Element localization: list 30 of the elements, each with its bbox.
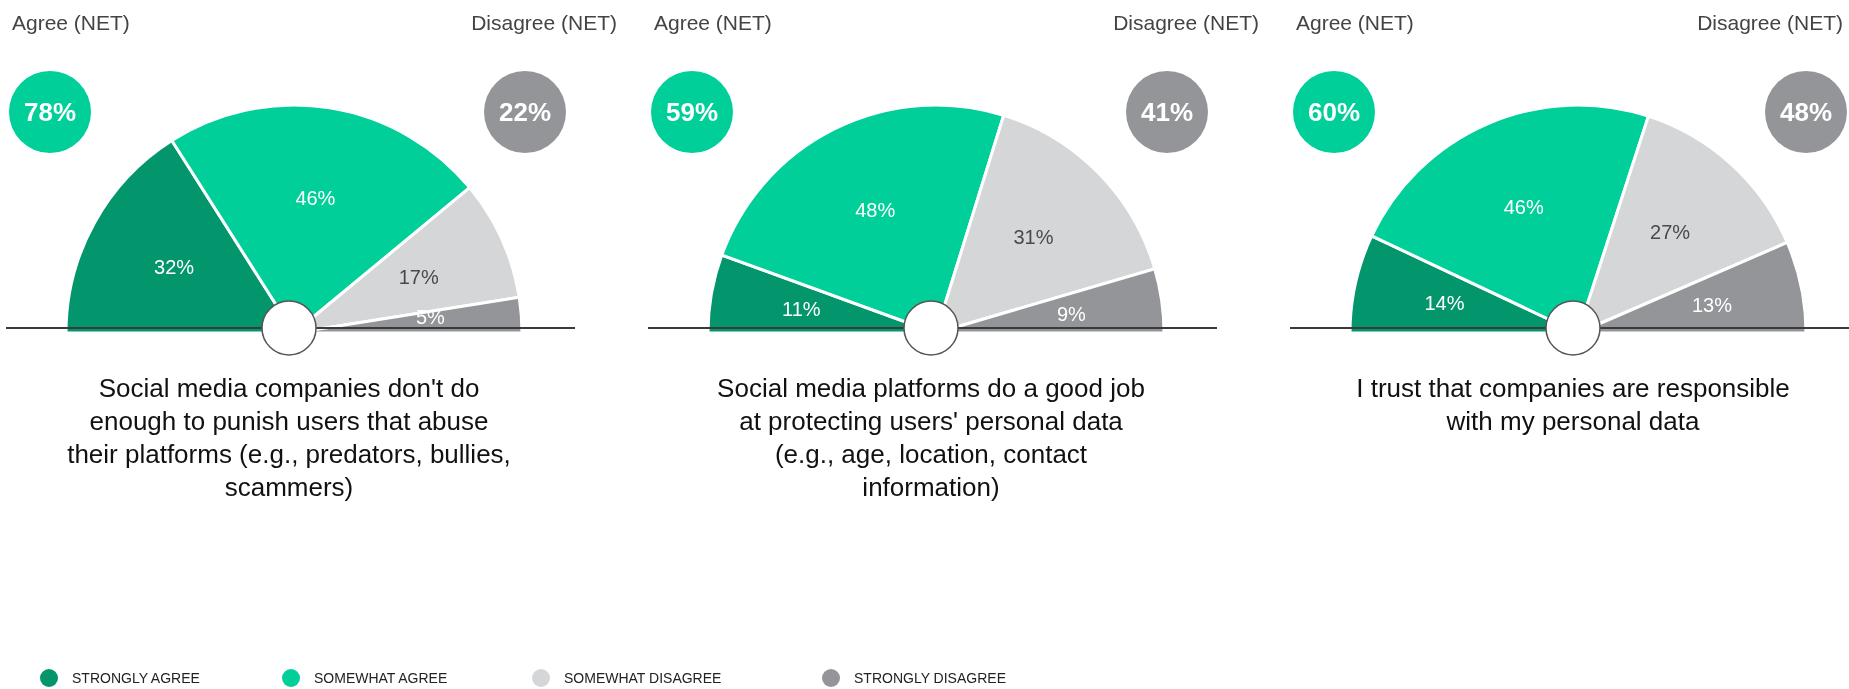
legend-label: SOMEWHAT AGREE bbox=[314, 670, 448, 686]
text: 48% bbox=[1779, 97, 1833, 127]
text: Agree (NET) bbox=[1296, 10, 1414, 34]
data-label: 14% bbox=[1424, 292, 1465, 315]
legend-label: SOMEWHAT DISAGREE bbox=[564, 670, 722, 686]
text: 41% bbox=[1140, 97, 1194, 127]
text: 59% bbox=[665, 97, 719, 127]
legend-label: STRONGLY DISAGREE bbox=[854, 670, 1006, 686]
data-label: 31% bbox=[1013, 226, 1054, 249]
text: I trust that companies are responsible with my personal data bbox=[1355, 372, 1791, 438]
data-label: 48% bbox=[855, 199, 896, 222]
text: Disagree (NET) bbox=[1113, 10, 1259, 34]
text: Disagree (NET) bbox=[1697, 10, 1843, 34]
data-label: 9% bbox=[1056, 302, 1087, 325]
data-label: 11% bbox=[782, 298, 821, 321]
text: Agree (NET) bbox=[12, 10, 130, 34]
data-label: 32% bbox=[154, 256, 195, 279]
text: Social media companies don't do enough to punish users that abuse their platforms (e.g., predators, bullies, scammers) bbox=[66, 372, 512, 504]
text: Agree (NET) bbox=[654, 10, 772, 34]
data-label: 17% bbox=[398, 265, 439, 288]
text: Disagree (NET) bbox=[471, 10, 617, 34]
data-label: 46% bbox=[1503, 196, 1544, 219]
text: 60% bbox=[1307, 97, 1361, 127]
text: 78% bbox=[23, 97, 77, 127]
data-label: 46% bbox=[295, 186, 336, 209]
data-label: 13% bbox=[1691, 294, 1733, 317]
text: 22% bbox=[498, 97, 552, 127]
text: Social media platforms do a good job at protecting users' personal data (e.g., age, location, contact information) bbox=[716, 372, 1146, 504]
legend-label: STRONGLY AGREE bbox=[72, 670, 200, 686]
data-label: 27% bbox=[1650, 220, 1691, 243]
